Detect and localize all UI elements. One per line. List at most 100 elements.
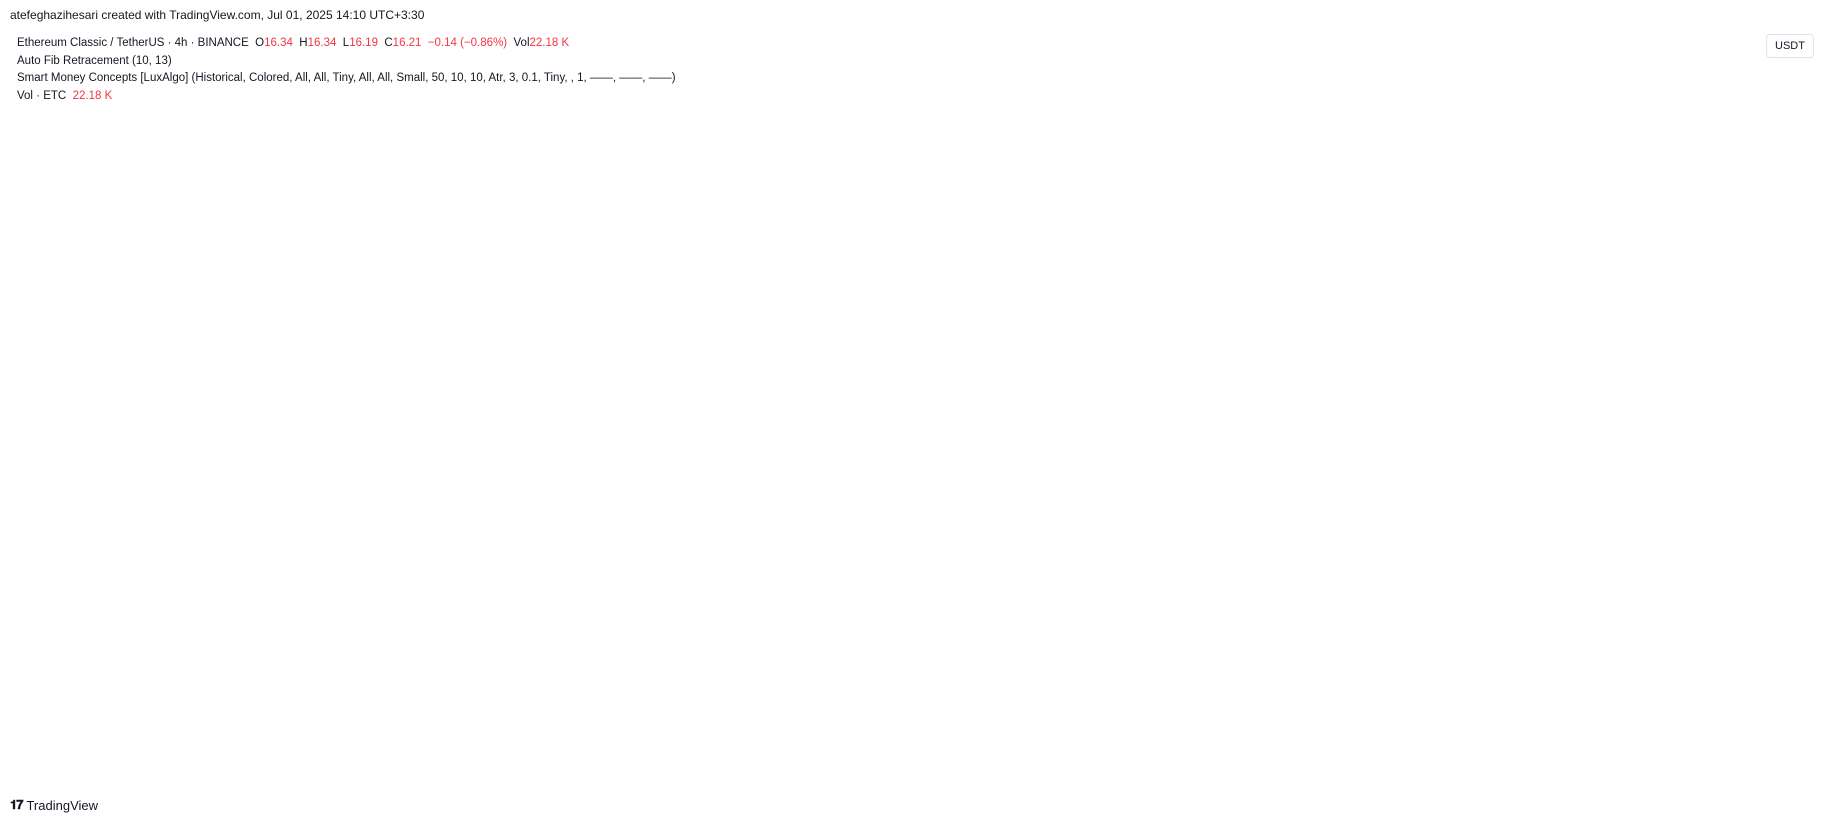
candle-body (982, 418, 988, 424)
volume-bar (101, 735, 107, 760)
bar-countdown: 01:19:18 (1765, 467, 1808, 479)
indicator-smc[interactable]: Smart Money Concepts [LuxAlgo] (Historic… (17, 72, 676, 84)
volume-bar (1111, 739, 1117, 760)
candle-body (298, 415, 304, 432)
volume-bar (883, 733, 889, 760)
plot-frame (9, 29, 1761, 761)
candle-body (1514, 433, 1520, 461)
candle-body (389, 342, 395, 348)
candle-body (123, 276, 129, 282)
tradingview-brand[interactable]: 𝟏𝟕 TradingView (10, 797, 98, 813)
volume-bar (731, 739, 737, 760)
currency-button[interactable]: USDT (1766, 34, 1814, 58)
indicator-fib[interactable]: Auto Fib Retracement (10, 13) (17, 54, 172, 67)
candle-body (306, 384, 312, 416)
volume-bar (496, 737, 502, 760)
candle-body (488, 346, 494, 356)
volume-bar (1552, 747, 1558, 760)
candle-body (549, 126, 555, 146)
discount-zone (10, 619, 1760, 753)
volume-bar (602, 736, 608, 760)
candle-body (1347, 428, 1353, 449)
candle-body (762, 364, 768, 373)
volume-bar (1408, 732, 1414, 760)
candle-body (861, 312, 867, 323)
candle-body (260, 389, 266, 417)
volume-bar (199, 739, 205, 760)
volume-bar (298, 738, 304, 760)
candle-body (1149, 550, 1155, 561)
volume-spike (1079, 695, 1085, 760)
volume-bar (1119, 744, 1125, 760)
volume-bar (1020, 733, 1026, 760)
volume-bar (899, 710, 905, 760)
volume-bar (1324, 737, 1330, 760)
x-tick-label: 30 (1584, 765, 1598, 779)
volume-bar (139, 742, 145, 760)
volume-bar (374, 741, 380, 760)
discount-label: Discount (1407, 719, 1443, 729)
candle-body (25, 353, 31, 359)
volume-bar (93, 745, 99, 760)
volume-bar (1241, 730, 1247, 760)
volume-bar (678, 747, 684, 760)
candle-body (937, 419, 943, 435)
volume-spike (268, 672, 274, 760)
volume-bar (1431, 744, 1437, 760)
candle-body (1507, 456, 1513, 461)
candle-body (1279, 421, 1285, 423)
volume-bar (306, 741, 312, 760)
y-tick-label: 16.00 (1768, 481, 1798, 495)
price-level-value: 15.89 (1768, 497, 1798, 511)
candle-body (473, 307, 479, 318)
symbol-title[interactable]: Ethereum Classic / TetherUS · 4h · BINAN… (17, 37, 249, 49)
candle-body (534, 150, 540, 170)
volume-bar (1415, 705, 1421, 760)
demand-band (10, 676, 1760, 696)
candle-body (291, 431, 297, 438)
volume-bar (549, 746, 555, 760)
close-label: C (384, 37, 393, 49)
candle-body (769, 364, 775, 382)
volume-bar (207, 732, 213, 760)
volume-bar (450, 736, 456, 760)
candle-body (1605, 367, 1611, 385)
candle-body (1317, 430, 1323, 434)
candle-body (959, 429, 965, 447)
volume-bar (184, 749, 190, 760)
candle-body (709, 396, 715, 404)
change-value: −0.14 (−0.86%) (427, 37, 508, 49)
indicator-volume-label: Vol · ETC (17, 89, 67, 102)
volume-bar (891, 734, 897, 760)
x-tick-label: 2 (59, 765, 66, 779)
demand-box (1462, 456, 1760, 506)
volume-bar (769, 732, 775, 760)
volume-bar (435, 742, 441, 760)
candle-body (1180, 648, 1186, 684)
candle-body (990, 402, 996, 419)
volume-bar (1636, 728, 1642, 760)
candle-body (1370, 418, 1376, 420)
x-tick-label: 24 (1257, 765, 1271, 779)
indicator-volume[interactable]: Vol · ETC 22.18 K (17, 88, 676, 106)
volume-bar (876, 734, 882, 760)
candle-body (63, 325, 69, 337)
brand-label: TradingView (26, 797, 99, 813)
volume-bar (823, 744, 829, 760)
candle-body (1499, 455, 1505, 457)
volume-bar (1142, 746, 1148, 760)
volume-bar (1529, 728, 1535, 760)
volume-bar (929, 747, 935, 760)
x-tick-label: 26 (1366, 765, 1380, 779)
candle-body (1142, 529, 1148, 551)
volume-bar (511, 736, 517, 760)
candle-body (344, 335, 350, 346)
candle-body (1469, 474, 1475, 479)
volume-bar (465, 740, 471, 760)
volume-bar (1598, 740, 1604, 760)
candle-body (1431, 470, 1437, 485)
candle-body (541, 145, 547, 151)
volume-bar (268, 714, 274, 760)
volume-bar (1066, 741, 1072, 760)
